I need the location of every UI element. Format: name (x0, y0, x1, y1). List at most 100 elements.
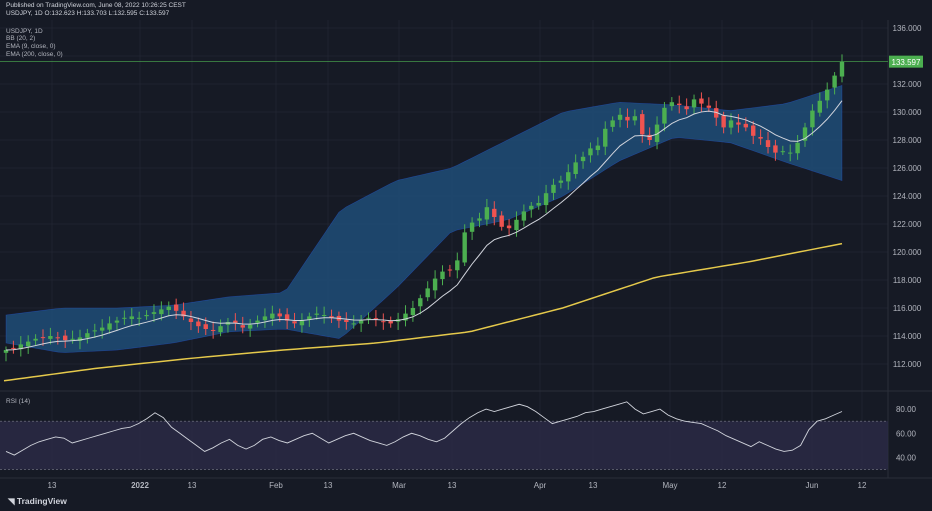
candle-body[interactable] (521, 211, 527, 221)
candle-body[interactable] (832, 75, 837, 88)
candle-body[interactable] (129, 316, 134, 320)
candle-body[interactable] (506, 225, 512, 229)
price-axis[interactable]: 112.000 114.000 116.000 118.000 120.000 122.0… (893, 24, 922, 369)
candle-body[interactable] (788, 152, 793, 154)
candle-body[interactable] (114, 320, 120, 323)
candle-body[interactable] (344, 319, 349, 322)
candle-body[interactable] (810, 110, 815, 128)
candle-body[interactable] (40, 337, 46, 339)
candle-body[interactable] (654, 124, 660, 142)
candle-body[interactable] (684, 106, 689, 110)
candle-body[interactable] (136, 317, 142, 319)
candle-body[interactable] (373, 318, 379, 320)
candle-body[interactable] (529, 205, 534, 210)
candle-body[interactable] (210, 329, 216, 331)
candle-body[interactable] (425, 288, 430, 298)
candle-body[interactable] (292, 321, 297, 324)
candle-body[interactable] (617, 114, 623, 120)
candle-body[interactable] (484, 207, 490, 220)
candle-body[interactable] (773, 145, 778, 153)
candle-body[interactable] (447, 269, 453, 271)
candle-body[interactable] (721, 115, 726, 128)
candle-body[interactable] (469, 222, 475, 232)
candle-body[interactable] (669, 102, 675, 107)
candle-body[interactable] (122, 317, 127, 319)
candle-body[interactable] (92, 330, 97, 332)
candle-body[interactable] (839, 61, 845, 77)
tradingview-logo[interactable]: ◥ TradingView (8, 496, 67, 507)
candlesticks[interactable] (3, 54, 845, 362)
candle-body[interactable] (62, 335, 68, 341)
candle-body[interactable] (299, 320, 305, 326)
candle-body[interactable] (70, 338, 75, 340)
candle-body[interactable] (825, 89, 830, 101)
candle-body[interactable] (55, 337, 60, 339)
candle-body[interactable] (462, 232, 467, 263)
candle-body[interactable] (233, 320, 238, 324)
candle-body[interactable] (99, 327, 105, 331)
candle-body[interactable] (595, 145, 601, 151)
time-axis[interactable]: 13 2022 13 Feb 13 Mar 13 Apr 13 May 12 Jun 12 (0, 477, 932, 490)
candle-body[interactable] (632, 116, 638, 121)
candle-body[interactable] (403, 313, 408, 321)
candle-body[interactable] (366, 317, 371, 319)
candle-body[interactable] (802, 127, 808, 141)
candle-body[interactable] (151, 312, 157, 314)
candle-body[interactable] (351, 323, 356, 325)
candle-body[interactable] (640, 114, 645, 135)
candle-body[interactable] (85, 333, 90, 338)
candle-body[interactable] (625, 116, 630, 121)
candle-body[interactable] (780, 151, 786, 153)
candle-body[interactable] (11, 347, 16, 349)
candle-body[interactable] (358, 320, 364, 324)
candle-body[interactable] (751, 125, 756, 136)
candle-body[interactable] (677, 103, 682, 105)
candle-body[interactable] (25, 341, 31, 347)
candle-body[interactable] (743, 123, 749, 128)
candle-body[interactable] (188, 318, 194, 322)
candle-body[interactable] (173, 304, 179, 311)
candle-body[interactable] (706, 105, 712, 108)
candle-body[interactable] (181, 310, 186, 317)
candle-body[interactable] (329, 316, 334, 318)
candle-body[interactable] (418, 298, 423, 307)
candle-body[interactable] (580, 156, 586, 162)
candle-body[interactable] (573, 162, 578, 175)
candle-body[interactable] (736, 122, 741, 125)
candle-body[interactable] (543, 193, 549, 206)
candle-body[interactable] (255, 320, 260, 323)
candle-body[interactable] (588, 148, 593, 156)
candle-body[interactable] (432, 278, 438, 291)
candle-body[interactable] (3, 350, 9, 353)
candle-body[interactable] (440, 271, 445, 280)
candle-body[interactable] (381, 321, 386, 323)
candle-body[interactable] (196, 321, 201, 327)
candle-body[interactable] (159, 309, 164, 315)
candle-body[interactable] (240, 325, 245, 328)
candle-body[interactable] (765, 140, 771, 147)
candle-body[interactable] (662, 107, 667, 124)
candle-body[interactable] (499, 215, 504, 227)
candle-body[interactable] (314, 313, 319, 315)
candle-body[interactable] (307, 316, 312, 320)
candle-body[interactable] (33, 338, 38, 341)
candle-body[interactable] (558, 180, 564, 183)
candle-body[interactable] (270, 313, 275, 319)
candle-body[interactable] (795, 142, 800, 154)
candle-body[interactable] (77, 337, 83, 341)
candle-body[interactable] (566, 172, 571, 182)
candle-body[interactable] (410, 308, 416, 316)
candle-body[interactable] (603, 128, 608, 147)
candle-body[interactable] (758, 137, 763, 139)
candle-body[interactable] (492, 208, 497, 217)
candle-body[interactable] (514, 219, 519, 231)
candle-body[interactable] (728, 120, 734, 128)
candle-body[interactable] (647, 134, 652, 140)
candle-body[interactable] (18, 344, 23, 350)
candle-body[interactable] (455, 260, 460, 271)
candle-body[interactable] (477, 218, 482, 221)
candle-body[interactable] (107, 323, 112, 330)
candle-body[interactable] (699, 98, 704, 104)
candle-body[interactable] (551, 184, 556, 193)
